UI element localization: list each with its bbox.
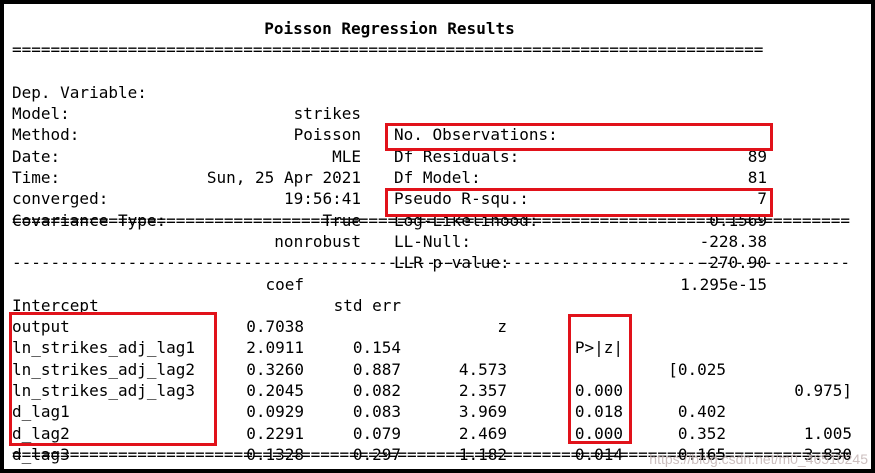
row-name: output	[12, 317, 70, 337]
cell-ci-low: 0.165	[677, 444, 726, 464]
cell-coef: 0.1328	[246, 444, 304, 464]
info-value: MLE	[332, 146, 361, 166]
info-label: Date:	[12, 146, 61, 166]
cell-coef: -0.1157	[216, 465, 304, 469]
info-value: 89	[747, 146, 767, 166]
info-label: No. Observations:	[394, 125, 558, 145]
regression-summary: Poisson Regression Results =============…	[4, 18, 871, 469]
info-label: Method:	[12, 125, 80, 145]
col-header-ci-low: [0.025	[668, 359, 726, 379]
cell-z: 2.469	[458, 423, 507, 443]
cell-coef: 0.3260	[246, 359, 304, 379]
row-name: d_lag1	[12, 402, 70, 422]
info-row: converged: True LL-Null: -270.90	[4, 167, 871, 272]
info-value: 19:56:41	[283, 189, 361, 209]
rule-header-sep: ----------------------------------------…	[12, 253, 851, 273]
cell-stderr: 0.083	[352, 402, 401, 422]
info-value-llr-pvalue: 1.295e-15	[680, 274, 767, 294]
coef-table-header: coef std err z P>|z| [0.025 0.975]	[4, 231, 871, 400]
cell-ci-high: 1.005	[803, 423, 852, 443]
cell-pvalue: 0.000	[574, 423, 623, 443]
info-label: Model:	[12, 104, 70, 124]
cell-pvalue: 0.018	[574, 402, 623, 422]
summary-title: Poisson Regression Results	[264, 19, 515, 38]
info-row: Model: Poisson Df Residuals: 81	[4, 82, 871, 187]
cell-stderr: 0.887	[352, 359, 401, 379]
info-row: Method: MLE Df Model: 7	[4, 103, 871, 208]
col-header-pvalue: P>|z|	[574, 338, 623, 358]
col-header-stderr: std err	[333, 295, 401, 315]
highlight-box-lag-p-values	[568, 314, 632, 444]
cell-stderr: 0.302	[313, 465, 401, 469]
cell-pvalue: 0.237	[535, 465, 623, 469]
cell-coef: 0.0929	[246, 402, 304, 422]
rule-bottom: ========================================…	[12, 444, 851, 464]
coef-table-row: ln_strikes_adj_lag3 0.0929 0.079 1.182 0…	[4, 359, 871, 469]
rule-top: ========================================…	[12, 40, 764, 60]
cell-coef: 0.2045	[246, 381, 304, 401]
row-name: ln_strikes_adj_lag3	[12, 381, 196, 401]
info-value: -228.38	[699, 231, 767, 251]
cell-pvalue: 0.000	[574, 381, 623, 401]
info-row: Dep. Variable: strikes No. Observations:…	[4, 61, 871, 166]
info-value: 7	[757, 189, 767, 209]
highlight-box-pseudo-r-squared	[385, 123, 773, 151]
coef-table-row: ln_strikes_adj_lag2 0.2045 0.083 2.469 0…	[4, 337, 871, 469]
cell-z: 3.969	[458, 402, 507, 422]
coef-table-row: d_lag3 -0.1157 0.319 -0.363 0.717 -0.740…	[4, 423, 871, 469]
cell-z: 2.357	[458, 381, 507, 401]
info-value: 81	[747, 168, 767, 188]
highlight-box-lag-variable-names	[9, 312, 217, 446]
info-value: strikes	[293, 104, 361, 124]
cell-stderr: 0.297	[352, 444, 401, 464]
cell-ci-high: 0.487	[754, 465, 852, 469]
cell-stderr: 0.082	[352, 381, 401, 401]
cell-ci-low: 0.352	[677, 423, 726, 443]
coef-table-row: ln_strikes_adj_lag1 0.3260 0.082 3.969 0…	[4, 316, 871, 469]
info-label: Df Model:	[394, 168, 481, 188]
cell-z: 1.182	[458, 444, 507, 464]
info-label: Dep. Variable:	[12, 82, 147, 102]
col-header-coef: coef	[265, 274, 304, 294]
info-label: Time:	[12, 168, 61, 188]
cell-coef: 0.7038	[246, 317, 304, 337]
cell-pvalue: 0.014	[574, 444, 623, 464]
cell-ci-low: 0.402	[677, 402, 726, 422]
coef-table-row: d_lag1 0.2291 0.297 0.772 0.440 -0.353 0…	[4, 380, 871, 469]
cell-z: 0.772	[419, 465, 507, 469]
row-name: ln_strikes_adj_lag1	[12, 338, 196, 358]
info-value: Sun, 25 Apr 2021	[206, 168, 361, 188]
info-value: nonrobust	[274, 231, 361, 251]
col-header-ci-high: 0.975]	[794, 381, 852, 401]
row-name: ln_strikes_adj_lag2	[12, 359, 196, 379]
cell-ci-high: 3.830	[803, 444, 852, 464]
cell-z: 4.573	[458, 359, 507, 379]
info-label-llr-pvalue: LLR p-value:	[394, 253, 510, 273]
cell-ci-low: 0.042	[628, 465, 726, 469]
csdn-watermark: https://blog.csdn.net/m0_46510245	[649, 451, 868, 467]
coef-table-row: d_lag2 0.1328 0.302 0.440 0.660 -0.459 0…	[4, 401, 871, 469]
info-value: -270.90	[699, 253, 767, 273]
coef-table-row: Intercept 0.7038 0.154 4.573 0.000 0.402…	[4, 274, 871, 443]
cell-stderr: 0.079	[352, 423, 401, 443]
info-value: Poisson	[293, 125, 361, 145]
info-label-pseudo-rsq: Pseudo R-squ.:	[394, 189, 529, 209]
row-name: d_lag2	[12, 423, 70, 443]
info-label: LL-Null:	[394, 231, 472, 251]
cell-coef: 0.2291	[246, 423, 304, 443]
info-value: True	[322, 210, 361, 230]
cell-stderr: 0.154	[352, 338, 401, 358]
row-name: d_lag3	[12, 444, 70, 464]
highlight-box-llr-p-value	[385, 188, 773, 217]
row-name: Intercept	[12, 295, 99, 315]
info-row: Covariance Type: nonrobust LLR p-value: …	[4, 188, 871, 294]
info-label: converged:	[12, 189, 109, 209]
coef-table-row: output 2.0911 0.887 2.357 0.018 0.352 3.…	[4, 295, 871, 464]
info-label: Covariance Type:	[12, 210, 167, 230]
info-label: Df Residuals:	[394, 146, 520, 166]
col-header-z: z	[497, 317, 507, 337]
cell-coef: 2.0911	[246, 338, 304, 358]
